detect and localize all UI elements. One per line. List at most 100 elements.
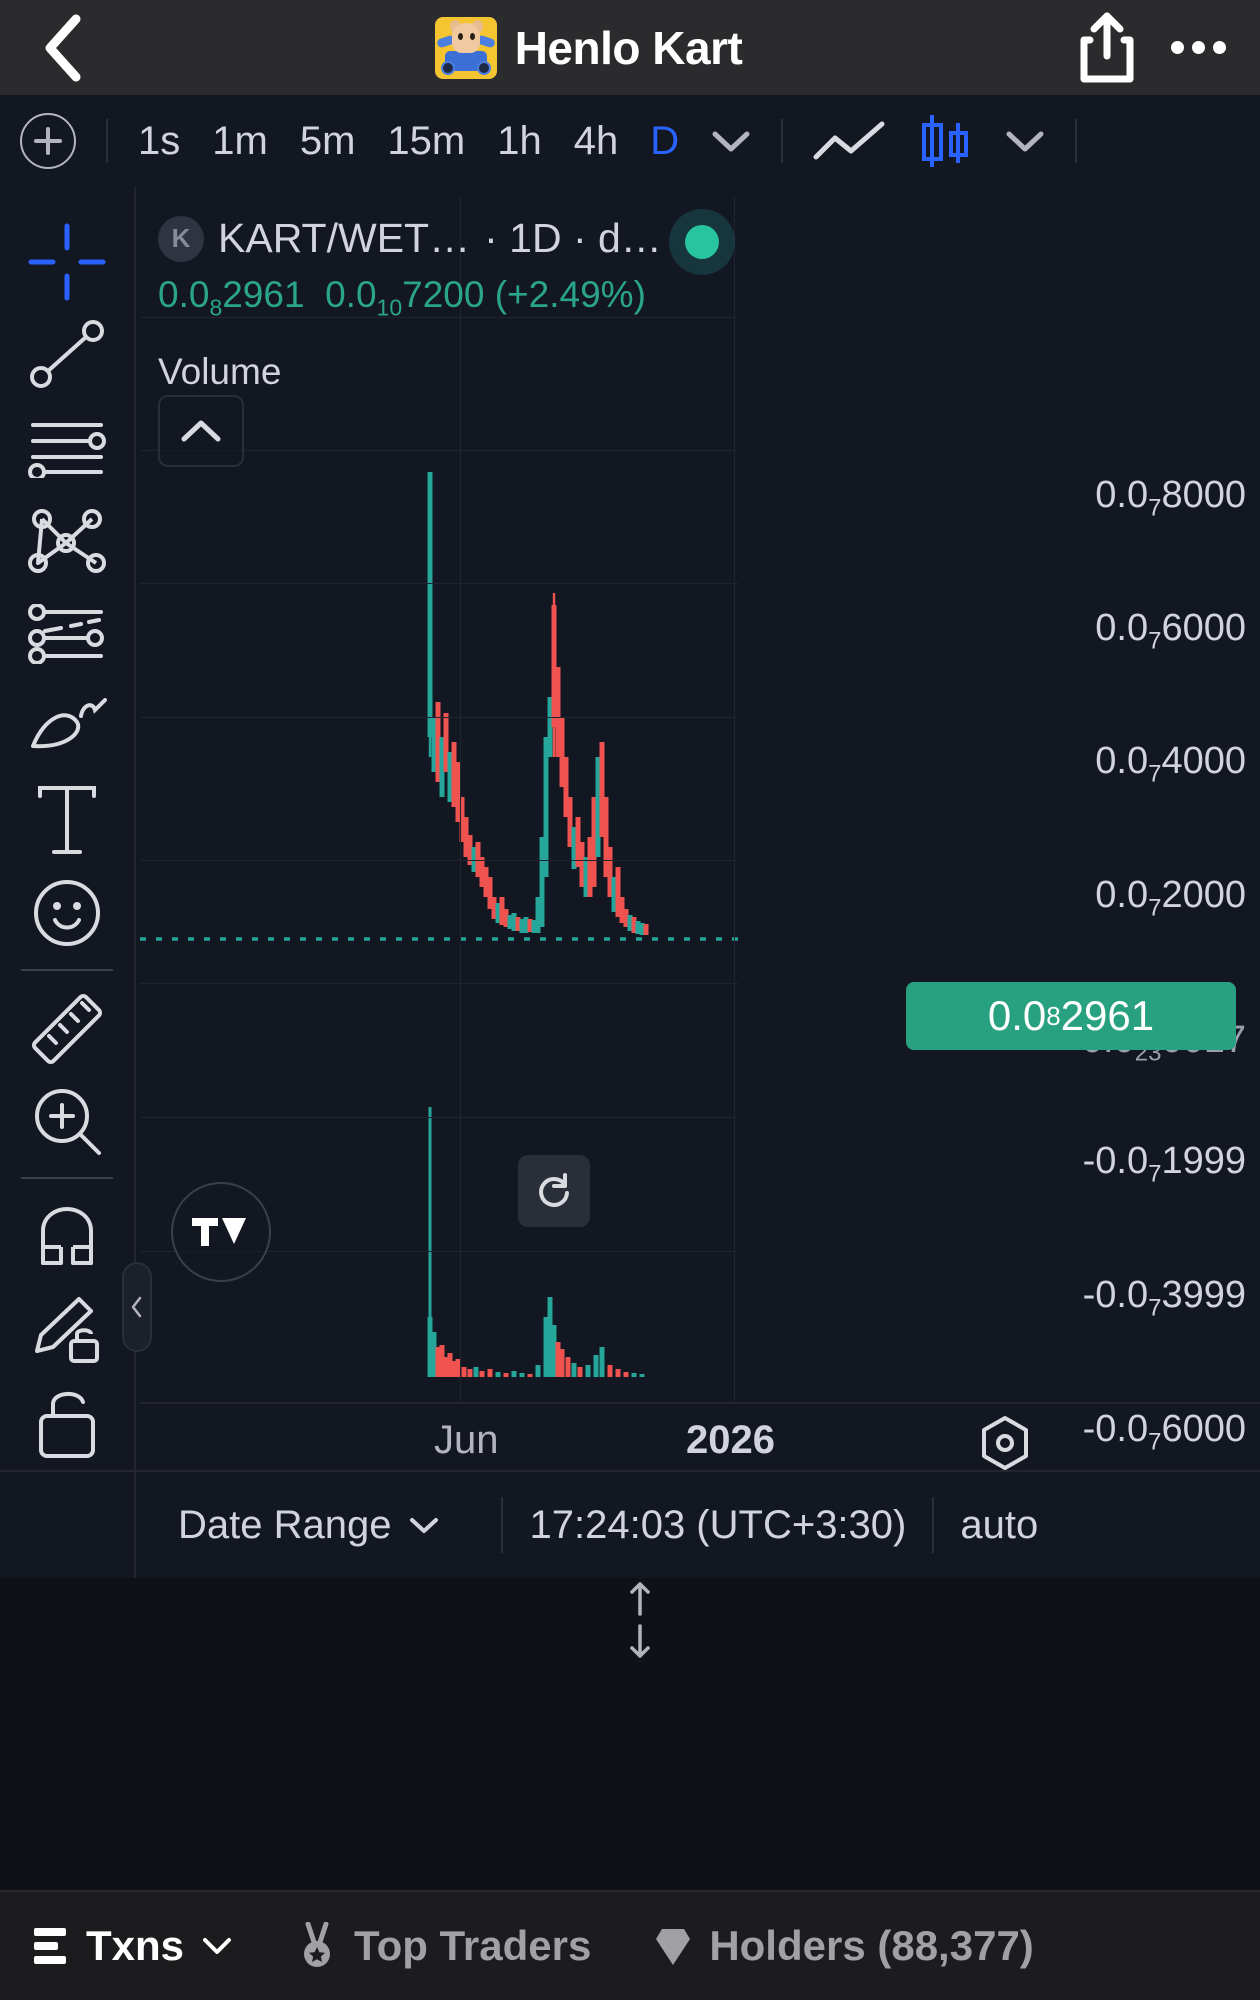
sidebar-collapse-handle[interactable] (122, 1262, 152, 1352)
chart-legend: K KART/WET… · 1D · d… 0.082961 0.0107200… (158, 215, 718, 393)
timeframe-dropdown-button[interactable] (695, 127, 767, 155)
axis-label-sub: 7 (1148, 1428, 1162, 1456)
clock-display[interactable]: 17:24:03 (UTC+3:30) (529, 1502, 907, 1547)
timeframe-d[interactable]: D (650, 118, 680, 163)
header-title-group: Henlo Kart (98, 16, 1079, 79)
symbol-badge: K (158, 215, 204, 262)
reset-chart-button[interactable] (518, 1155, 590, 1227)
timeframe-4h[interactable]: 4h (573, 118, 619, 163)
more-options-button[interactable] (1171, 41, 1226, 54)
patterns-tool[interactable] (0, 587, 135, 680)
date-range-label: Date Range (178, 1502, 392, 1547)
token-logo-icon (434, 16, 497, 79)
tab-holders-label: Holders (88,377) (709, 1922, 1034, 1969)
tab-txns[interactable]: Txns (30, 1922, 234, 1970)
timeframe-1m[interactable]: 1m (212, 118, 268, 163)
add-indicator-button[interactable] (20, 113, 76, 169)
share-button[interactable] (1079, 12, 1135, 84)
price-change-percent: (+2.49%) (494, 274, 646, 315)
axis-label-rest: 4000 (1161, 740, 1246, 782)
chevron-left-icon (40, 13, 86, 83)
current-price-text: 0.0 (987, 992, 1047, 1039)
chart-toolbar: 1s 1m 5m 15m 1h 4h D (0, 95, 1260, 187)
axis-label-text: -0.0 (1082, 1408, 1149, 1450)
price-axis[interactable]: 0.078000 0.076000 0.074000 0.072000 0.02… (870, 187, 1260, 1456)
axis-label-rest: 2000 (1161, 874, 1246, 916)
zoom-in-icon (29, 1083, 105, 1159)
axis-label-rest: 8000 (1161, 474, 1246, 516)
trend-line-tool[interactable] (0, 308, 135, 401)
measure-tool[interactable] (0, 981, 135, 1074)
legend-price-values: 0.082961 0.0107200 (+2.49%) (158, 274, 718, 321)
tab-top-traders-label: Top Traders (354, 1922, 592, 1969)
lock-all-tool[interactable] (0, 1375, 135, 1468)
drawing-mode-lock-tool[interactable] (0, 1282, 135, 1375)
timeframe-5m[interactable]: 5m (299, 118, 356, 163)
footer-divider-2 (932, 1497, 935, 1553)
axis-label-text: -0.0 (1082, 1140, 1149, 1182)
text-tool[interactable] (0, 773, 135, 866)
axis-label-text: 0.0 (1095, 740, 1149, 782)
axis-label-text: 0.0 (1095, 607, 1149, 649)
current-price-badge[interactable]: 0.0 8 2961 (906, 982, 1236, 1050)
app-header: Henlo Kart (0, 0, 1260, 95)
back-button[interactable] (28, 13, 98, 83)
line-chart-icon (811, 119, 887, 163)
pitchfork-icon (24, 505, 110, 577)
chevron-left-icon (130, 1295, 144, 1319)
symbol-name[interactable]: KART/WET… (218, 215, 471, 261)
chart-type-dropdown-button[interactable] (989, 127, 1061, 155)
live-status-indicator (669, 209, 735, 275)
axis-label-sub: 7 (1148, 760, 1162, 788)
trend-line-icon (25, 315, 109, 395)
pitchfork-tool[interactable] (0, 494, 135, 587)
chart-pane[interactable]: K KART/WET… · 1D · d… 0.082961 0.0107200… (122, 187, 1260, 1480)
time-axis-label-year: 2026 (686, 1418, 775, 1462)
footer-left-strip (0, 1470, 136, 1578)
date-range-button[interactable]: Date Range (178, 1503, 441, 1548)
price-axis-label-0: 0.078000 (1095, 474, 1246, 523)
chevron-up-icon (177, 416, 225, 446)
candlestick-chart-button[interactable] (901, 113, 989, 169)
drawing-toolbar (0, 187, 136, 1470)
chart-area: K KART/WET… · 1D · d… 0.082961 0.0107200… (0, 187, 1260, 1480)
price-open-zeros: 8 (209, 294, 223, 321)
time-axis-label-jun: Jun (434, 1418, 499, 1462)
pane-resize-handle[interactable] (620, 1580, 660, 1660)
more-horizontal-icon (1171, 41, 1226, 54)
zoom-in-tool[interactable] (0, 1074, 135, 1167)
tab-holders[interactable]: Holders (88,377) (653, 1922, 1034, 1970)
lock-open-icon (31, 1382, 103, 1462)
brush-tool[interactable] (0, 680, 135, 773)
price-open-part1: 0.0 (158, 274, 210, 315)
chart-footer: Date Range 17:24:03 (UTC+3:30) auto (136, 1470, 1260, 1578)
timeframe-1s[interactable]: 1s (138, 118, 181, 163)
legend-symbol-row[interactable]: K KART/WET… · 1D · d… (158, 215, 718, 262)
collapse-pane-button[interactable] (158, 395, 244, 467)
price-series (140, 472, 738, 1377)
magnet-tool[interactable] (0, 1189, 135, 1282)
time-axis[interactable]: Jun 2026 (140, 1402, 1260, 1480)
tab-top-traders[interactable]: Top Traders (296, 1922, 591, 1970)
axis-label-sub: 7 (1148, 494, 1162, 522)
axis-label-text: 0.0 (1095, 874, 1149, 916)
line-chart-button[interactable] (797, 119, 901, 163)
tradingview-logo-button[interactable] (171, 1182, 271, 1282)
patterns-icon (25, 603, 109, 664)
price-change-part2: 7200 (402, 274, 485, 315)
emoji-tool[interactable] (0, 866, 135, 959)
scale-mode-button[interactable]: auto (960, 1502, 1039, 1547)
crosshair-tool[interactable] (0, 215, 135, 308)
timeframe-15m[interactable]: 15m (387, 118, 466, 163)
toolbar-divider-3 (1075, 119, 1078, 163)
axis-label-rest: 3999 (1161, 1274, 1246, 1316)
price-axis-label-5: -0.073999 (1083, 1274, 1246, 1323)
axis-label-sub: 7 (1148, 894, 1162, 922)
timeframe-1h[interactable]: 1h (497, 118, 542, 163)
horizontal-lines-tool[interactable] (0, 401, 135, 494)
price-change-part1: 0.0 (325, 274, 377, 315)
axis-label-sub: 7 (1148, 1294, 1162, 1322)
share-icon (1079, 12, 1135, 84)
chart-settings-button[interactable] (976, 1414, 1034, 1472)
